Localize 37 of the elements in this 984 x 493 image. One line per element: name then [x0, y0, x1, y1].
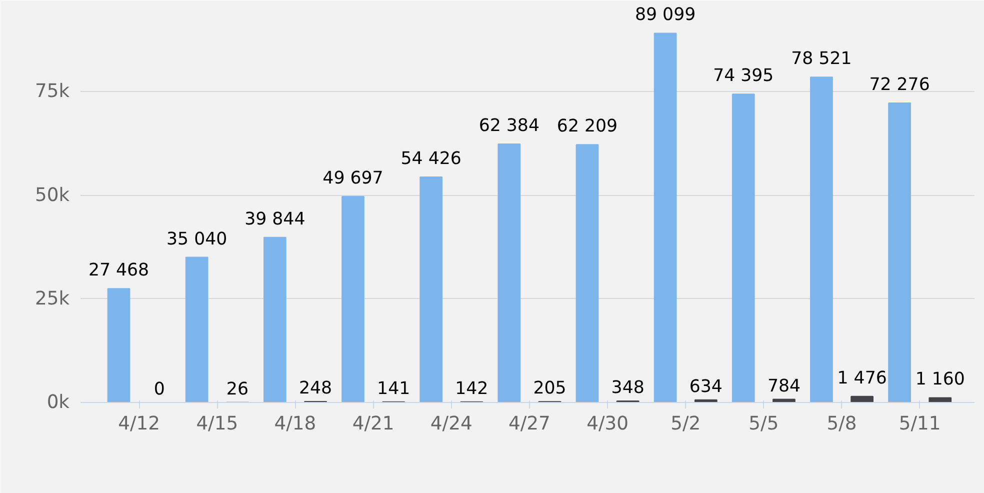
data-label: 141 — [377, 378, 410, 399]
x-tick-label: 4/12 — [118, 414, 160, 434]
data-label: 35 040 — [166, 229, 228, 250]
x-tick-label: 5/2 — [670, 414, 701, 434]
data-label: 39 844 — [244, 209, 306, 230]
data-label: 1 160 — [915, 370, 965, 390]
data-label: 634 — [689, 376, 722, 397]
data-label: 26 — [226, 379, 248, 400]
y-tick-label: 50k — [34, 184, 70, 206]
x-tick-label: 4/27 — [508, 414, 550, 434]
x-tick-label: 4/15 — [196, 414, 238, 434]
data-label: 27 468 — [88, 260, 150, 281]
data-label: 348 — [611, 378, 644, 398]
data-label: 54 426 — [400, 148, 462, 169]
y-tick-label: 25k — [34, 288, 70, 310]
data-label: 248 — [298, 378, 332, 398]
data-label: 1 476 — [837, 368, 887, 388]
y-tick-label: 0k — [46, 392, 70, 413]
x-tick-label: 4/18 — [274, 414, 316, 434]
data-label: 62 384 — [478, 116, 540, 136]
data-label: 0 — [154, 380, 165, 400]
data-label: 72 276 — [869, 74, 930, 95]
data-label: 784 — [767, 376, 801, 396]
x-tick-label: 4/21 — [352, 414, 394, 434]
x-tick-label: 5/11 — [898, 414, 941, 434]
x-tick-label: 4/30 — [586, 414, 628, 434]
x-tick-label: 5/8 — [826, 414, 857, 434]
x-tick-label: 5/5 — [748, 414, 779, 434]
y-tick-label: 75k — [34, 81, 70, 102]
x-tick-label: 4/24 — [430, 414, 472, 434]
data-label: 142 — [455, 378, 488, 399]
data-label: 74 395 — [713, 66, 774, 86]
data-label: 78 521 — [791, 49, 852, 70]
data-label: 205 — [533, 378, 566, 399]
data-label: 49 697 — [322, 168, 384, 189]
data-label: 62 209 — [556, 116, 618, 137]
data-label: 89 099 — [634, 5, 696, 26]
